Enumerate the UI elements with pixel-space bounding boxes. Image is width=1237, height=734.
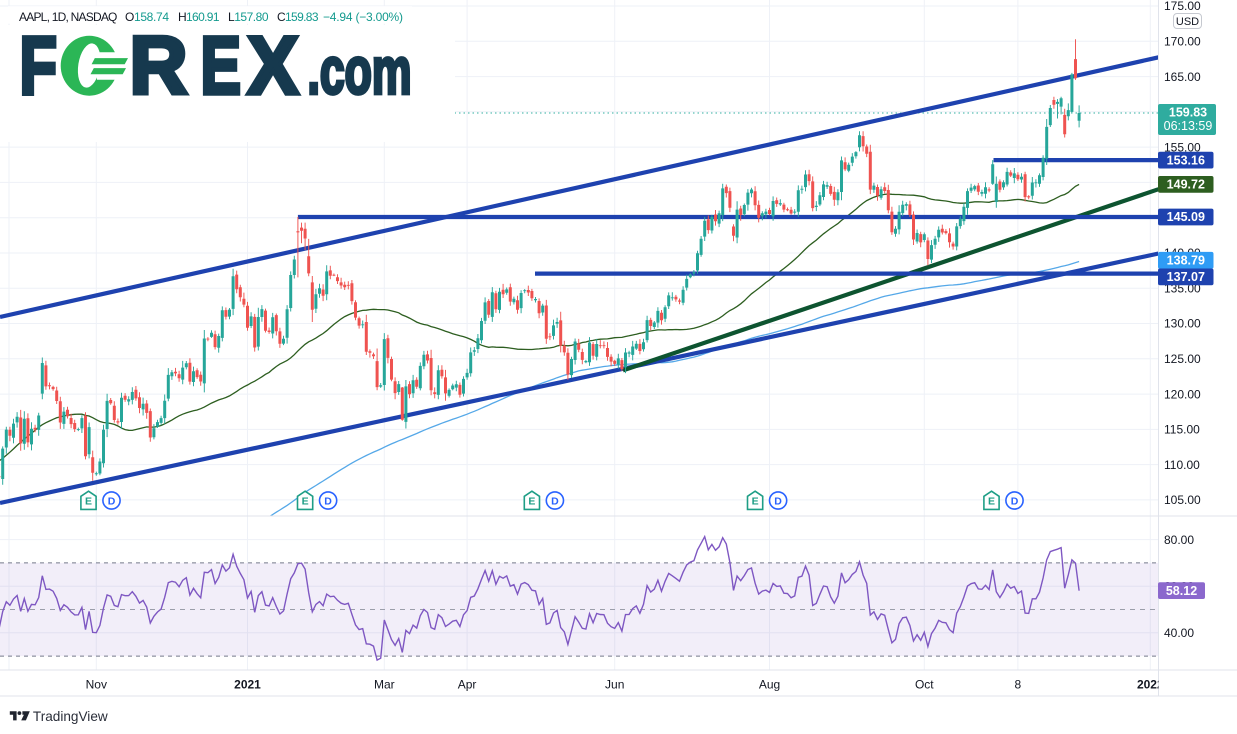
- svg-text:H160.91: H160.91: [178, 10, 220, 24]
- svg-text:105.00: 105.00: [1164, 493, 1201, 507]
- svg-text:175.00: 175.00: [1164, 0, 1201, 13]
- svg-text:130.00: 130.00: [1164, 317, 1201, 331]
- svg-text:80.00: 80.00: [1164, 533, 1194, 547]
- svg-text:115.00: 115.00: [1164, 423, 1200, 437]
- svg-text:06:13:59: 06:13:59: [1164, 119, 1213, 133]
- svg-text:110.00: 110.00: [1164, 458, 1200, 472]
- svg-text:E: E: [752, 496, 759, 508]
- svg-text:145.09: 145.09: [1167, 210, 1205, 224]
- svg-text:155.00: 155.00: [1164, 140, 1201, 154]
- svg-text:159.83: 159.83: [1169, 106, 1207, 120]
- svg-text:C159.83: C159.83: [277, 10, 319, 24]
- svg-text:Mar: Mar: [374, 678, 395, 692]
- svg-text:−4.94 (−3.00%): −4.94 (−3.00%): [323, 10, 403, 24]
- svg-text:58.12: 58.12: [1166, 584, 1197, 598]
- svg-text:D: D: [324, 496, 332, 508]
- svg-text:170.00: 170.00: [1164, 35, 1201, 49]
- svg-text:125.00: 125.00: [1164, 352, 1201, 366]
- svg-text:149.72: 149.72: [1167, 178, 1205, 192]
- svg-text:E: E: [201, 21, 242, 112]
- svg-text:E: E: [988, 496, 995, 508]
- svg-text:165.00: 165.00: [1164, 70, 1201, 84]
- svg-text:X: X: [248, 21, 299, 112]
- svg-text:E: E: [85, 496, 92, 508]
- svg-text:.com: .com: [308, 34, 412, 108]
- svg-text:F: F: [20, 21, 58, 112]
- svg-text:D: D: [108, 496, 116, 508]
- svg-text:137.07: 137.07: [1167, 270, 1205, 284]
- svg-text:L157.80: L157.80: [228, 10, 269, 24]
- svg-text:E: E: [528, 496, 535, 508]
- svg-text:8: 8: [1015, 678, 1022, 692]
- svg-text:D: D: [774, 496, 782, 508]
- svg-text:153.16: 153.16: [1167, 153, 1205, 167]
- svg-text:138.79: 138.79: [1167, 254, 1205, 268]
- svg-text:D: D: [1011, 496, 1019, 508]
- svg-text:TradingView: TradingView: [33, 709, 108, 724]
- svg-text:Apr: Apr: [458, 678, 477, 692]
- svg-text:E: E: [302, 496, 309, 508]
- svg-text:2021: 2021: [234, 678, 261, 692]
- svg-text:O158.74: O158.74: [125, 10, 169, 24]
- svg-text:R: R: [130, 21, 188, 112]
- svg-text:120.00: 120.00: [1164, 387, 1201, 401]
- svg-text:Jun: Jun: [605, 678, 624, 692]
- svg-text:AAPL, 1D, NASDAQ: AAPL, 1D, NASDAQ: [19, 10, 117, 24]
- svg-text:Nov: Nov: [86, 678, 107, 692]
- svg-text:40.00: 40.00: [1164, 626, 1194, 640]
- svg-text:D: D: [551, 496, 559, 508]
- svg-text:Oct: Oct: [915, 678, 934, 692]
- svg-text:USD: USD: [1176, 16, 1199, 28]
- svg-text:2022: 2022: [1137, 678, 1164, 692]
- svg-text:Aug: Aug: [759, 678, 780, 692]
